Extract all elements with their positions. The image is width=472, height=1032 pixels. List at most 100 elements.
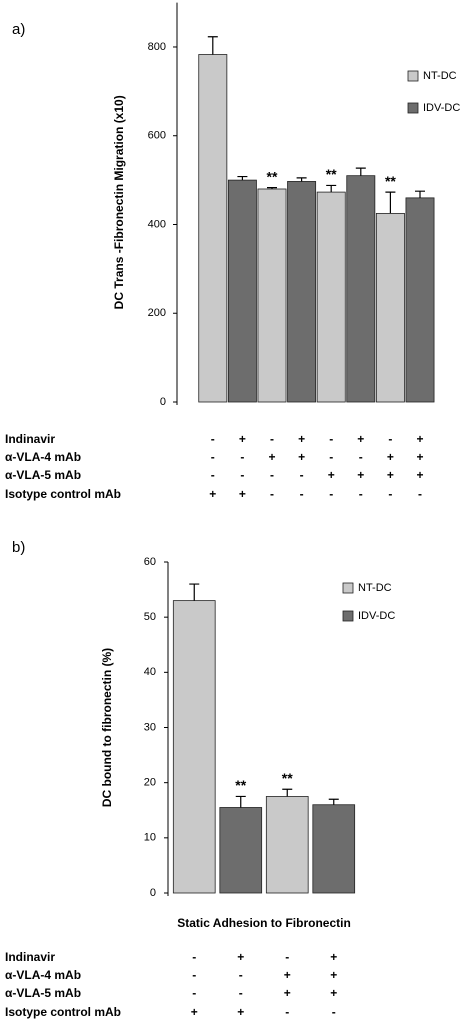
error-bar bbox=[328, 798, 339, 805]
y-tick-label: 400 bbox=[148, 218, 166, 230]
condition-sign: + bbox=[209, 487, 216, 501]
y-tick-label: 0 bbox=[160, 396, 166, 408]
condition-sign: + bbox=[416, 450, 423, 464]
x-axis-title: Static Adhesion to Fibronectin bbox=[177, 916, 351, 930]
condition-label: Isotype control mAb bbox=[5, 487, 121, 501]
condition-sign: - bbox=[388, 487, 392, 501]
error-bar bbox=[326, 184, 337, 193]
y-tick-label: 30 bbox=[144, 721, 156, 733]
condition-sign: + bbox=[330, 968, 337, 982]
condition-sign: - bbox=[418, 487, 422, 501]
error-bar bbox=[282, 788, 293, 797]
condition-sign: + bbox=[191, 1005, 198, 1019]
condition-sign: + bbox=[298, 450, 305, 464]
condition-sign: + bbox=[357, 468, 364, 482]
condition-sign: - bbox=[359, 487, 363, 501]
condition-sign: - bbox=[240, 468, 244, 482]
legend-label: IDV-DC bbox=[358, 610, 395, 622]
y-tick-label: 40 bbox=[144, 666, 156, 678]
condition-sign: - bbox=[329, 450, 333, 464]
legend-swatch bbox=[342, 582, 354, 594]
error-bar bbox=[189, 583, 200, 601]
condition-sign: - bbox=[332, 1005, 336, 1019]
condition-sign: + bbox=[330, 950, 337, 964]
condition-sign: + bbox=[284, 986, 291, 1000]
condition-sign: + bbox=[330, 986, 337, 1000]
significance: ** bbox=[235, 777, 246, 793]
condition-sign: + bbox=[284, 968, 291, 982]
condition-sign: - bbox=[300, 468, 304, 482]
condition-sign: - bbox=[270, 468, 274, 482]
condition-label: α-VLA-5 mAb bbox=[5, 986, 81, 1000]
error-bar bbox=[237, 175, 248, 181]
y-tick-label: 800 bbox=[148, 41, 166, 53]
y-tick-label: 60 bbox=[144, 556, 156, 568]
error-bar bbox=[415, 190, 425, 198]
condition-sign: + bbox=[357, 432, 364, 446]
bar bbox=[312, 804, 356, 894]
bar bbox=[405, 197, 435, 403]
condition-sign: - bbox=[192, 950, 196, 964]
legend-swatch bbox=[407, 102, 419, 114]
condition-sign: + bbox=[237, 950, 244, 964]
panel-label: b) bbox=[12, 539, 25, 556]
bar bbox=[219, 807, 263, 894]
condition-sign: - bbox=[240, 450, 244, 464]
condition-sign: - bbox=[285, 950, 289, 964]
legend-swatch bbox=[407, 70, 419, 82]
y-axis-title: DC Trans -Fibronectin Migration (x10) bbox=[112, 95, 126, 309]
condition-sign: + bbox=[239, 432, 246, 446]
y-axis-title: DC bound to fibronectin (%) bbox=[100, 648, 114, 807]
condition-sign: - bbox=[211, 468, 215, 482]
condition-label: Indinavir bbox=[5, 432, 55, 446]
legend-label: IDV-DC bbox=[423, 102, 460, 114]
significance: ** bbox=[385, 173, 396, 189]
bar bbox=[346, 175, 376, 403]
condition-label: α-VLA-4 mAb bbox=[5, 968, 81, 982]
condition-sign: + bbox=[416, 432, 423, 446]
legend-label: NT-DC bbox=[423, 70, 457, 82]
error-bar bbox=[267, 187, 277, 189]
error-bar bbox=[296, 177, 307, 182]
bar bbox=[265, 796, 309, 894]
condition-label: Isotype control mAb bbox=[5, 1005, 121, 1019]
legend-label: NT-DC bbox=[358, 582, 392, 594]
error-bar bbox=[385, 191, 396, 214]
significance: ** bbox=[326, 166, 337, 182]
condition-sign: - bbox=[270, 487, 274, 501]
condition-sign: - bbox=[285, 1005, 289, 1019]
condition-sign: + bbox=[387, 450, 394, 464]
condition-sign: - bbox=[329, 487, 333, 501]
condition-sign: - bbox=[300, 487, 304, 501]
bar bbox=[198, 54, 228, 403]
condition-label: Indinavir bbox=[5, 950, 55, 964]
condition-sign: + bbox=[387, 468, 394, 482]
condition-label: α-VLA-5 mAb bbox=[5, 468, 81, 482]
condition-sign: + bbox=[239, 487, 246, 501]
error-bar bbox=[355, 167, 366, 176]
condition-sign: + bbox=[298, 432, 305, 446]
condition-sign: + bbox=[237, 1005, 244, 1019]
error-bar bbox=[235, 795, 246, 808]
legend-swatch bbox=[342, 610, 354, 622]
y-tick-label: 600 bbox=[148, 130, 166, 142]
condition-sign: - bbox=[270, 432, 274, 446]
bar bbox=[227, 179, 257, 403]
y-tick-label: 0 bbox=[150, 887, 156, 899]
panel-label: a) bbox=[12, 21, 25, 38]
condition-sign: - bbox=[388, 432, 392, 446]
y-tick-label: 200 bbox=[148, 307, 166, 319]
y-tick-label: 50 bbox=[144, 611, 156, 623]
condition-sign: - bbox=[192, 986, 196, 1000]
significance: ** bbox=[267, 168, 278, 184]
condition-sign: - bbox=[239, 968, 243, 982]
error-bar bbox=[207, 36, 218, 55]
bar bbox=[375, 212, 405, 403]
bar bbox=[172, 600, 216, 894]
condition-sign: - bbox=[359, 450, 363, 464]
condition-sign: - bbox=[239, 986, 243, 1000]
condition-sign: - bbox=[329, 432, 333, 446]
y-tick-label: 20 bbox=[144, 777, 156, 789]
y-tick-label: 10 bbox=[144, 832, 156, 844]
